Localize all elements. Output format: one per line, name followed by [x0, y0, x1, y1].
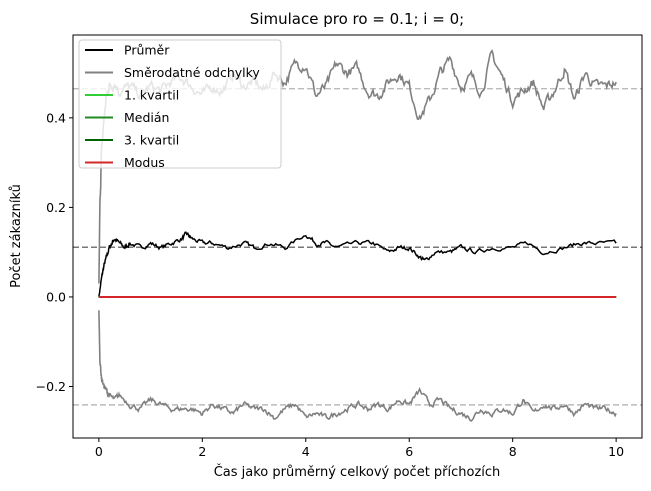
x-tick-label: 4	[302, 444, 310, 459]
x-tick-label: 8	[509, 444, 517, 459]
x-tick-label: 10	[608, 444, 624, 459]
x-tick-label: 6	[405, 444, 413, 459]
series-sm-rodatn-odchylky-lower-line	[98, 310, 617, 422]
axes-frame	[72, 34, 643, 439]
legend-label: 1. kvartil	[124, 88, 179, 103]
legend-box	[78, 39, 282, 169]
y-tick-label: 0.4	[46, 110, 66, 125]
y-tick-label: −0.2	[36, 379, 66, 394]
y-tick-label: 0.0	[46, 289, 66, 304]
x-axis: 0 2 4 6 8 10	[95, 438, 624, 459]
legend-label: Směrodatné odchylky	[124, 65, 260, 80]
legend-label: Modus	[124, 155, 165, 170]
series-pr-m-r-line	[98, 231, 617, 297]
x-tick-label: 0	[95, 444, 103, 459]
y-axis-label: Počet zákazníků	[9, 184, 24, 288]
y-tick-label: 0.2	[46, 200, 66, 215]
y-axis: −0.2 0.0 0.2 0.4	[36, 110, 73, 394]
legend-label: Medián	[124, 110, 169, 125]
legend-label: 3. kvartil	[124, 133, 179, 148]
x-axis-label: Čas jako průměrný celkový počet příchozí…	[214, 464, 501, 480]
legend-label: Průměr	[124, 43, 170, 58]
x-tick-label: 2	[198, 444, 206, 459]
chart-title: Simulace pro ro = 0.1; i = 0;	[250, 10, 464, 28]
legend: Průměr Směrodatné odchylky 1. kvartil Mediá…	[78, 39, 282, 170]
